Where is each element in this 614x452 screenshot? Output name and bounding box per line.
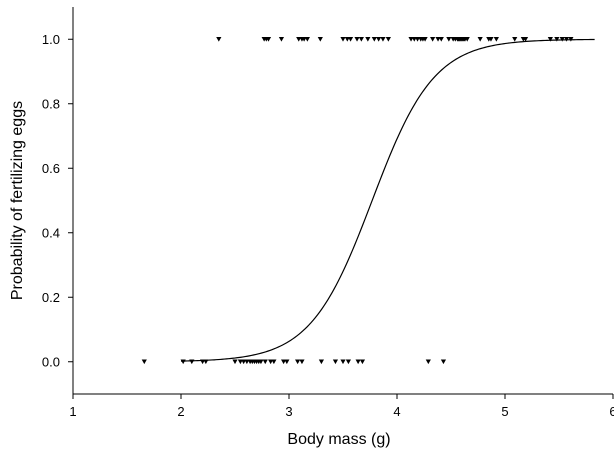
y-tick-label: 0.0	[42, 354, 60, 369]
data-point	[347, 37, 354, 42]
data-point	[284, 359, 290, 365]
data-point	[304, 37, 310, 42]
data-point	[512, 37, 518, 42]
y-axis-title: Probability of fertilizing eggs	[9, 101, 26, 300]
x-tick-label: 1	[69, 404, 76, 419]
x-axis-ticks: 1 2 3 4 5 6	[69, 394, 614, 419]
data-point	[446, 37, 452, 42]
data-point	[422, 37, 428, 42]
data-point	[299, 359, 305, 365]
data-point	[354, 37, 360, 42]
data-point	[332, 359, 339, 365]
data-point	[425, 359, 431, 365]
data-point	[180, 359, 186, 365]
x-tick-label: 2	[177, 404, 184, 419]
data-point	[365, 37, 371, 42]
data-point	[278, 37, 285, 42]
x-axis-title: Body mass (g)	[287, 431, 390, 448]
data-point	[232, 359, 238, 365]
data-point	[547, 37, 553, 42]
y-tick-label: 0.8	[42, 96, 60, 111]
x-tick-label: 6	[609, 404, 614, 419]
y-tick-label: 0.6	[42, 161, 60, 176]
data-point	[340, 37, 346, 42]
data-point	[345, 359, 351, 365]
data-point	[258, 359, 264, 365]
data-point	[340, 359, 346, 365]
x-tick-label: 4	[393, 404, 400, 419]
data-point	[318, 359, 324, 365]
logistic-fit-curve	[180, 38, 595, 362]
y-tick-label: 1.0	[42, 32, 60, 47]
data-point	[295, 359, 301, 365]
data-point	[265, 37, 272, 42]
data-point	[385, 37, 391, 42]
data-point	[141, 359, 147, 365]
data-point	[371, 37, 377, 42]
data-point	[430, 37, 436, 42]
data-point	[358, 37, 364, 42]
data-point	[376, 37, 382, 42]
y-tick-label: 0.4	[42, 225, 60, 240]
data-point	[493, 37, 499, 42]
data-point	[317, 37, 323, 42]
data-point	[488, 37, 494, 42]
data-point	[438, 37, 444, 42]
data-point	[216, 37, 222, 42]
data-point	[271, 359, 277, 365]
y-tick-label: 0.2	[42, 290, 60, 305]
data-point	[262, 359, 268, 365]
data-point	[440, 359, 447, 365]
data-point	[464, 37, 470, 42]
data-point	[355, 359, 361, 365]
x-tick-label: 5	[501, 404, 508, 419]
data-point	[522, 37, 529, 42]
x-tick-label: 3	[285, 404, 292, 419]
data-points	[141, 37, 574, 365]
data-point	[380, 37, 386, 42]
y-axis-ticks: 0.0 0.2 0.4 0.6 0.8 1.0	[42, 32, 73, 369]
data-point	[554, 37, 560, 42]
data-point	[359, 359, 366, 365]
data-point	[477, 37, 483, 42]
